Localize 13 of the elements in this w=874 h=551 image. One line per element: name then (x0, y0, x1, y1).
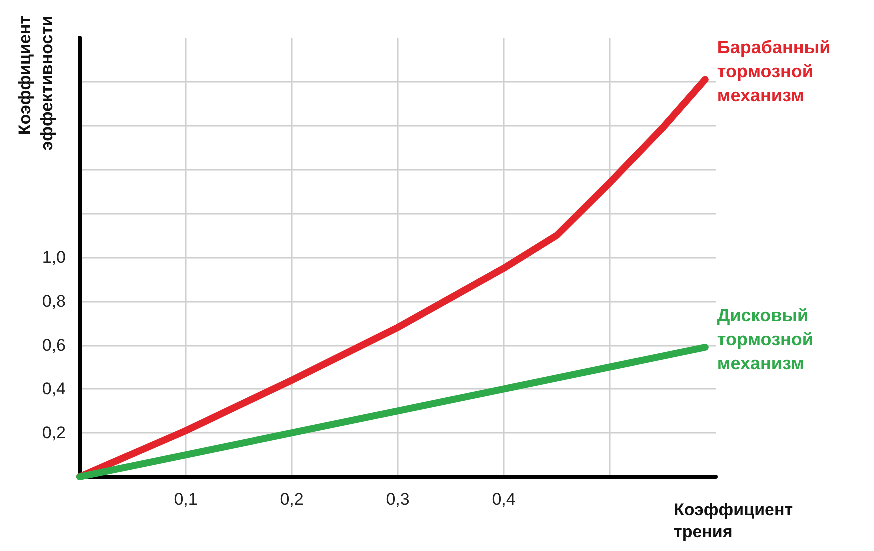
x-tick-label: 0,4 (492, 490, 516, 509)
x-axis-title: Коэффициент трения (674, 500, 794, 542)
x-tick-label: 0,3 (386, 490, 410, 509)
y-tick-label: 0,8 (42, 292, 66, 311)
series-label: Барабанный тормозной механизм (717, 38, 831, 106)
y-tick-label: 1,0 (42, 248, 66, 267)
x-tick-label: 0,1 (174, 490, 198, 509)
x-tick-label: 0,2 (280, 490, 304, 509)
y-tick-label: 0,6 (42, 336, 66, 355)
y-axis-title: Коэффициент эффективности (16, 16, 56, 151)
y-tick-label: 0,4 (42, 380, 66, 399)
series-label: Дисковый тормозной механизм (717, 305, 814, 374)
y-tick-label: 0,2 (42, 424, 66, 443)
